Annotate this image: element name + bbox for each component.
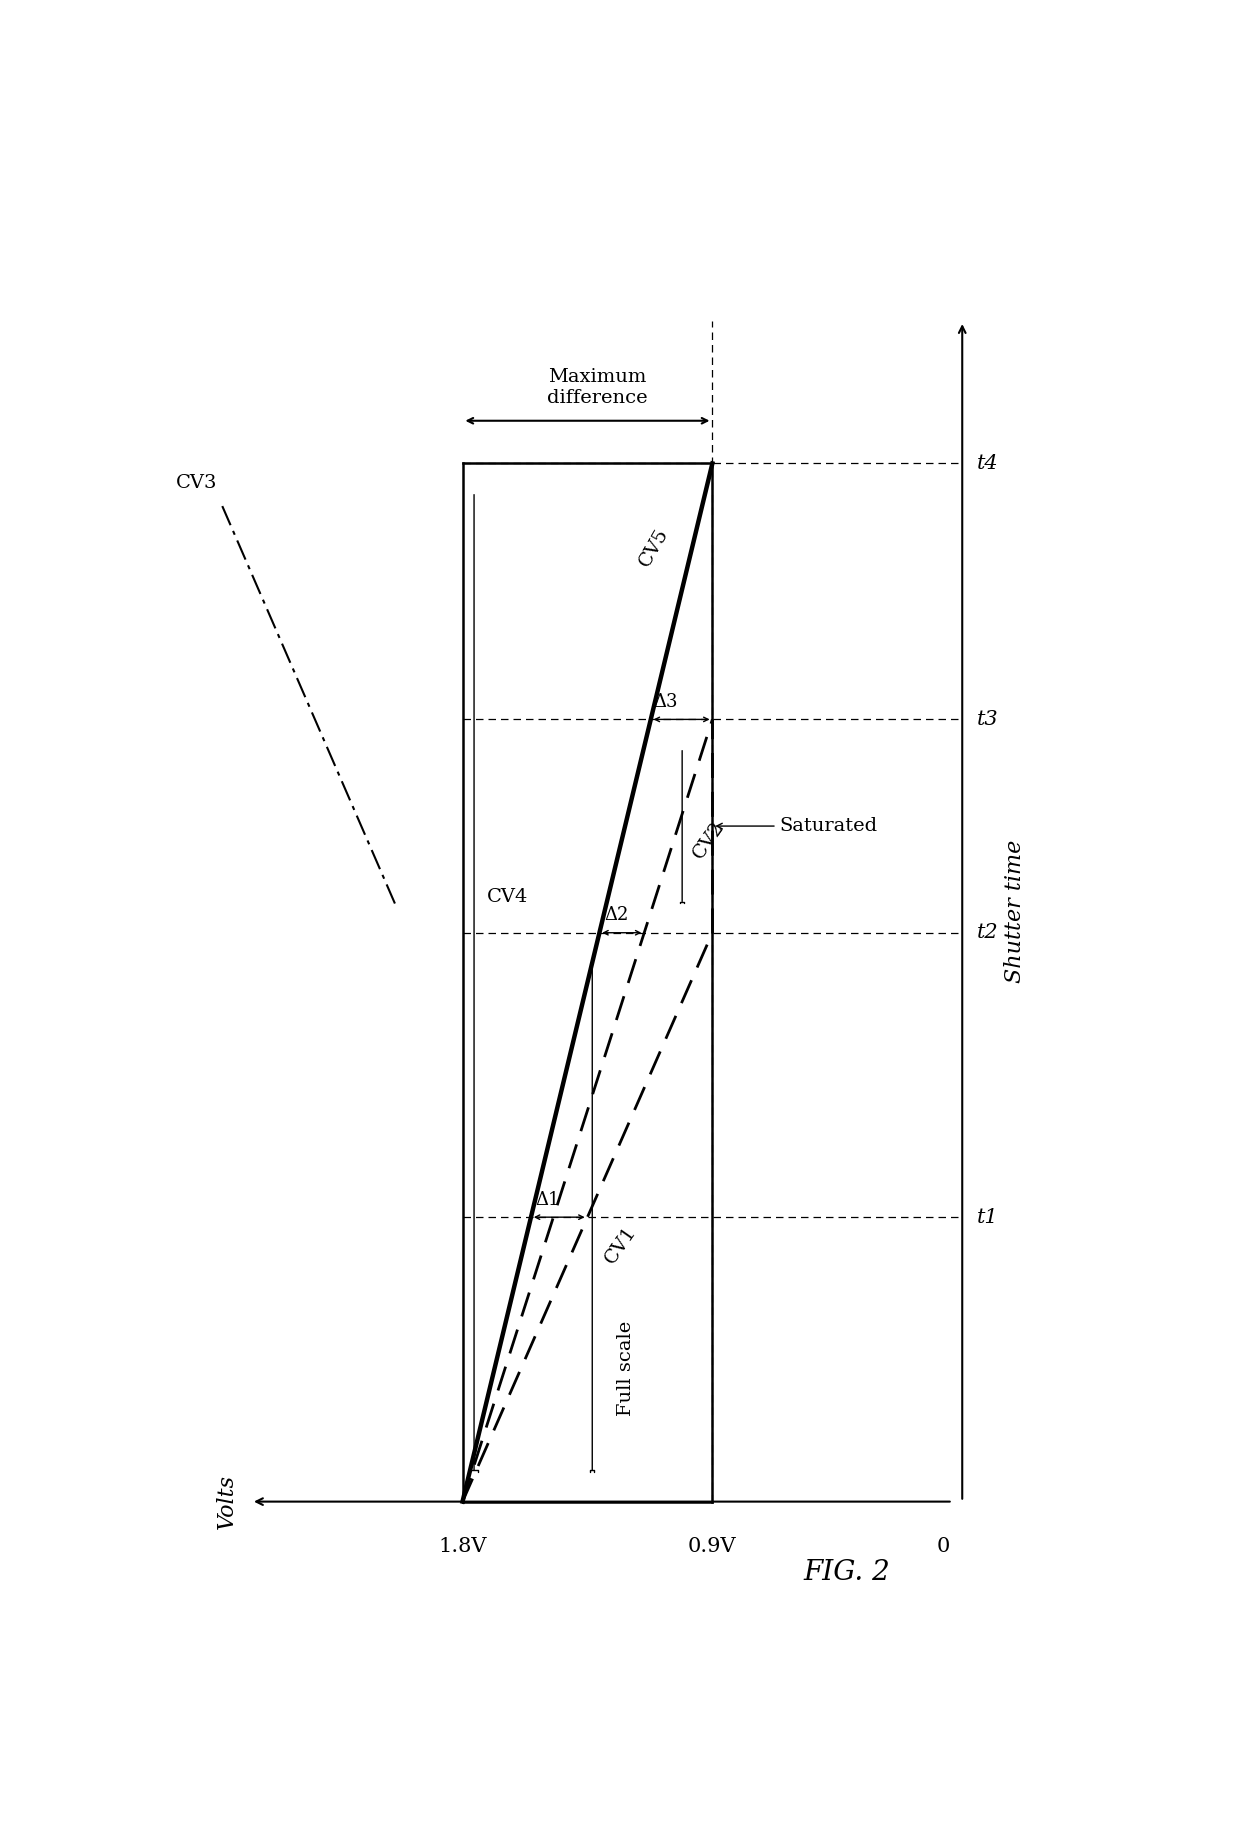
Text: Δ3: Δ3 bbox=[653, 693, 678, 711]
Text: CV4: CV4 bbox=[486, 888, 528, 907]
Text: 0: 0 bbox=[936, 1537, 950, 1557]
Text: t1: t1 bbox=[977, 1208, 998, 1226]
Text: 0.9V: 0.9V bbox=[688, 1537, 737, 1557]
Text: CV1: CV1 bbox=[601, 1223, 640, 1267]
Text: t2: t2 bbox=[977, 924, 998, 942]
Text: Shutter time: Shutter time bbox=[1004, 840, 1025, 983]
Text: Saturated: Saturated bbox=[717, 816, 878, 835]
Text: FIG. 2: FIG. 2 bbox=[804, 1559, 890, 1587]
Text: CV2: CV2 bbox=[689, 818, 728, 863]
Text: CV5: CV5 bbox=[636, 525, 672, 571]
Text: Full scale: Full scale bbox=[616, 1321, 635, 1417]
Text: Δ1: Δ1 bbox=[536, 1191, 560, 1208]
Text: Δ2: Δ2 bbox=[604, 907, 629, 924]
Text: CV3: CV3 bbox=[176, 475, 217, 491]
Text: t4: t4 bbox=[977, 454, 998, 473]
Text: Volts: Volts bbox=[216, 1474, 238, 1529]
Text: 1.8V: 1.8V bbox=[438, 1537, 487, 1557]
Text: t3: t3 bbox=[977, 709, 998, 730]
Text: Maximum
difference: Maximum difference bbox=[547, 368, 647, 406]
